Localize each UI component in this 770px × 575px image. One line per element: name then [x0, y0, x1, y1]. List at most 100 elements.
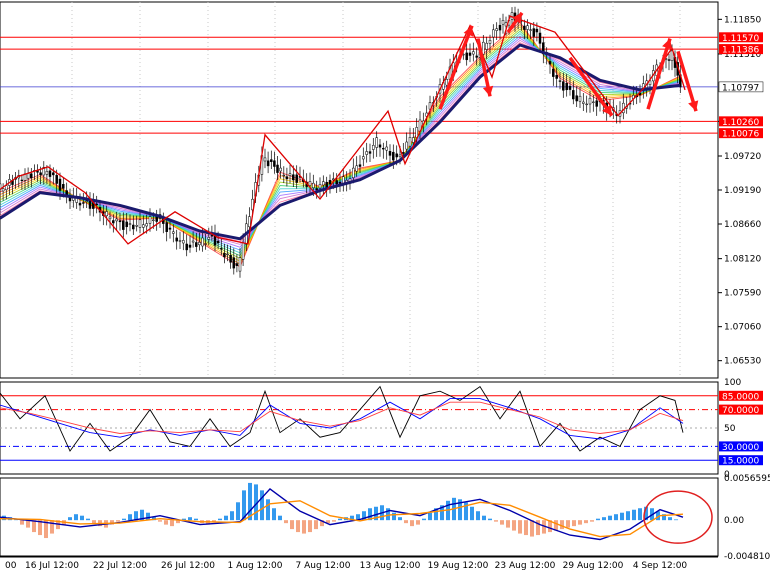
macd-histogram-bar [74, 514, 78, 521]
candle-body [588, 97, 592, 105]
candle-body [210, 235, 214, 237]
stoch-level-label: 15.0000 [722, 457, 759, 467]
macd-histogram-bar [464, 502, 468, 521]
level-label-box [719, 44, 763, 55]
highlight-ellipse [643, 490, 713, 544]
macd-y-tick: 0.00 [724, 516, 744, 526]
candle-body [288, 173, 292, 176]
macd-histogram-bar [584, 520, 588, 524]
candle-body [95, 203, 98, 206]
macd-histogram-bar [140, 509, 144, 521]
candle-body [395, 153, 398, 158]
candle-body [408, 137, 412, 147]
stoch-k_line [0, 385, 684, 452]
macd-histogram-bar [236, 502, 240, 521]
macd-histogram-bar [644, 506, 648, 521]
macd-histogram-bar [428, 512, 432, 521]
macd-histogram-bar [302, 520, 306, 534]
candle-body [355, 165, 358, 172]
macd-histogram-bar [500, 520, 504, 525]
macd-histogram-bar [386, 508, 390, 521]
y-tick-label: 1.09720 [724, 152, 761, 162]
candle-body [105, 211, 108, 217]
candle-body [526, 25, 529, 30]
candle-body [88, 200, 92, 209]
candle-body [220, 248, 223, 250]
macd-histogram-bar [260, 490, 264, 521]
macd-histogram-bar [638, 508, 642, 521]
candle-body [498, 24, 502, 31]
candle-body [392, 151, 395, 161]
macd-histogram-bar [512, 520, 516, 531]
candle-body [322, 181, 325, 186]
candle-body [388, 151, 392, 156]
macd-histogram-bar [224, 515, 228, 521]
candle-body [488, 40, 492, 44]
macd-histogram-bar [248, 482, 252, 521]
trend-arrow [438, 25, 474, 110]
candle-body [223, 252, 226, 258]
candle-body [266, 160, 270, 167]
candle-body [30, 173, 33, 179]
stoch-level-box [719, 404, 763, 415]
trend-arrowhead [602, 104, 612, 116]
y-tick-label: 1.08660 [724, 220, 761, 230]
candle-body [20, 179, 24, 182]
candle-body [118, 220, 122, 223]
candle-body [207, 237, 211, 240]
candle-body [5, 185, 8, 191]
candle-body [292, 174, 295, 181]
macd-histogram-bar [44, 520, 48, 539]
candle-body [398, 154, 402, 157]
candle-body [495, 28, 498, 31]
candle-body [648, 80, 652, 85]
candle-body [325, 181, 328, 188]
candle-body [338, 181, 342, 184]
candle-body [378, 144, 382, 148]
macd-histogram-bar [296, 520, 300, 533]
candle-body [312, 182, 315, 189]
candle-body [204, 243, 207, 245]
macd-histogram-bar [458, 499, 462, 521]
current-price-label: 1.10797 [722, 83, 759, 93]
macd-histogram-bar [128, 514, 132, 521]
candle-body [485, 42, 488, 50]
candle-body [175, 237, 178, 242]
candle-body [82, 202, 85, 204]
macd-histogram-bar [620, 512, 624, 521]
candle-body [382, 147, 385, 150]
candle-body [352, 167, 355, 178]
macd-histogram-bar [308, 520, 312, 533]
macd-histogram-bar [572, 520, 576, 527]
trend-arrowhead [463, 25, 474, 37]
macd-histogram-bar [476, 511, 480, 521]
macd-histogram-bar [416, 520, 420, 525]
macd-histogram-bar [632, 509, 636, 521]
candle-body [0, 183, 2, 190]
candle-body [42, 167, 46, 176]
candle-body [62, 184, 65, 189]
candle-body [375, 137, 378, 148]
candle-body [198, 242, 201, 246]
macd-histogram-bar [422, 518, 426, 521]
macd-histogram-bar [110, 520, 114, 525]
x-tick-label: 19 Aug 12:00 [428, 561, 489, 571]
candle-body [52, 172, 55, 176]
macd-histogram-bar [656, 511, 660, 521]
candle-body [582, 101, 585, 104]
candle-body [535, 28, 539, 33]
macd-histogram-bar [362, 511, 366, 521]
macd-histogram-bar [410, 520, 414, 527]
candle-body [226, 253, 229, 256]
stoch-slow_line [0, 401, 684, 434]
trend-arrow [676, 50, 698, 112]
candle-body [492, 29, 495, 38]
macd-histogram-bar [602, 517, 606, 521]
macd-histogram-bar [614, 514, 618, 521]
candle-body [445, 79, 448, 86]
candle-body [548, 61, 552, 65]
macd-histogram-bar [578, 520, 582, 525]
macd-histogram-bar [356, 514, 360, 521]
candle-body [552, 68, 555, 77]
